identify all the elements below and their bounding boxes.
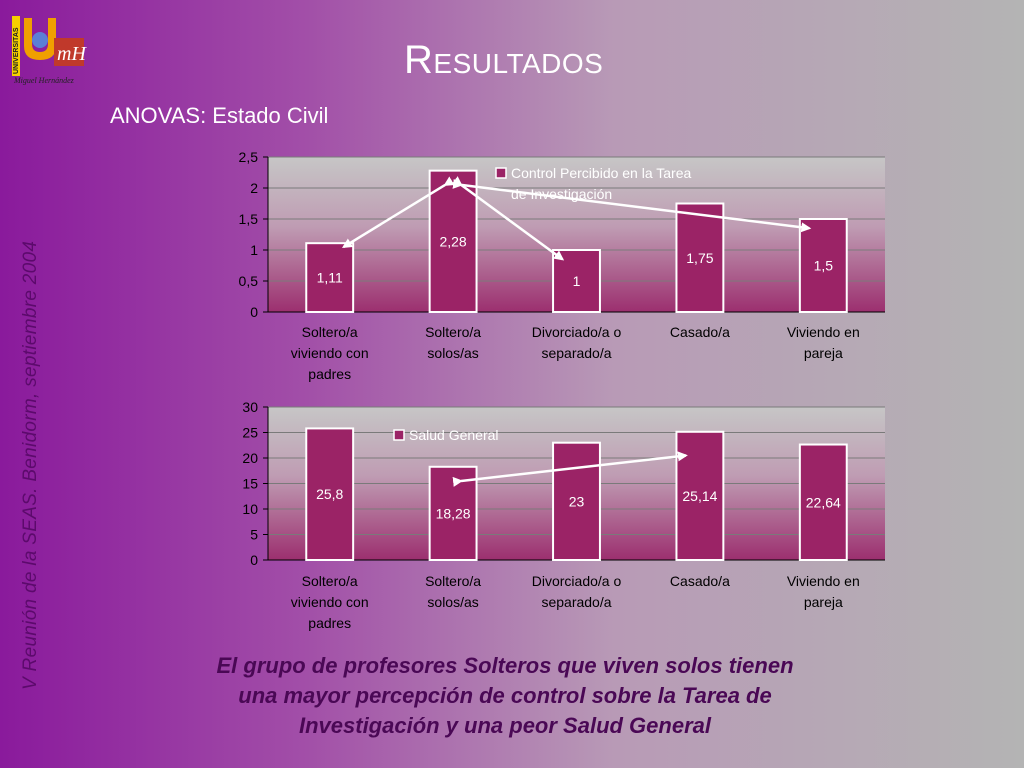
x-tick-label: Soltero/a — [425, 573, 481, 589]
y-tick-label: 5 — [250, 527, 258, 543]
chart-salud-general: 0 5 10 15 20 25 30 25,8 18,28 23 25,14 22,64 Soltero… — [242, 399, 885, 631]
data-label: 25,14 — [682, 488, 717, 504]
x-tick-label: Divorciado/a o — [532, 573, 622, 589]
bar — [552, 249, 601, 313]
data-label: 23 — [569, 493, 585, 509]
x-tick-label: Viviendo en — [787, 324, 860, 340]
x-tick-label: Soltero/a — [302, 573, 358, 589]
x-tick-label: Soltero/a — [302, 324, 358, 340]
bar — [798, 218, 848, 313]
legend-entry: Control Percibido en la Tarea — [511, 165, 692, 181]
annotation-arrow — [452, 451, 688, 487]
x-tick-label: viviendo con — [291, 345, 369, 361]
y-tick-label: 2 — [250, 180, 258, 196]
data-label: 1,5 — [814, 258, 834, 274]
y-tick-label: 1,5 — [239, 211, 259, 227]
x-tick-label: Divorciado/a o — [532, 324, 622, 340]
logo-square-icon — [54, 38, 84, 66]
bar — [305, 242, 355, 313]
logo-monogram: mH — [57, 43, 87, 65]
logo-u-icon — [24, 18, 56, 60]
conclusion-line: una mayor percepción de control sobre la… — [238, 683, 772, 708]
x-tick-label: pareja — [804, 345, 843, 361]
x-tick-label: viviendo con — [291, 594, 369, 610]
y-tick-label: 1 — [250, 242, 258, 258]
data-label: 2,28 — [439, 233, 466, 249]
y-tick-label: 0 — [250, 552, 258, 568]
data-label: 1 — [573, 273, 581, 289]
bar — [798, 443, 848, 562]
x-tick-label: padres — [308, 366, 351, 382]
x-tick-label: Soltero/a — [425, 324, 481, 340]
x-tick-label: Viviendo en — [787, 573, 860, 589]
data-label: 1,75 — [686, 250, 713, 266]
data-label: 1,11 — [317, 270, 343, 286]
x-tick-label: Casado/a — [670, 573, 730, 589]
y-tick-label: 25 — [242, 425, 258, 441]
data-label: 25,8 — [316, 486, 343, 502]
y-tick-label: 0,5 — [239, 273, 259, 289]
conclusion-text: El grupo de profesores Solteros que vive… — [210, 651, 800, 741]
conclusion-line: El grupo de profesores Solteros que vive… — [216, 653, 794, 678]
legend-swatch — [495, 167, 507, 179]
y-tick-label: 30 — [242, 399, 258, 415]
logo-caption: Miguel Hernández — [14, 76, 74, 85]
y-tick-label: 2,5 — [239, 149, 259, 165]
page-subtitle: ANOVAS: Estado Civil — [110, 103, 329, 128]
y-tick-label: 10 — [242, 501, 258, 517]
page-title: Resultados — [404, 38, 604, 82]
y-tick-label: 15 — [242, 476, 258, 492]
x-tick-label: Casado/a — [670, 324, 730, 340]
y-tick-label: 20 — [242, 450, 258, 466]
legend-entry: Salud General — [409, 427, 499, 443]
logo-globe-icon — [32, 32, 48, 48]
x-tick-label: pareja — [804, 594, 843, 610]
university-logo: UNIVERSITAS mH — [12, 16, 87, 76]
x-tick-label: solos/as — [427, 594, 478, 610]
bar — [305, 427, 355, 562]
annotation-arrow — [452, 178, 812, 233]
chart-control-percibido: 0 0,5 1 1,5 2 2,5 1,11 2,28 1 1,75 1,5 Soltero/a viv… — [239, 149, 885, 382]
x-tick-label: separado/a — [541, 594, 611, 610]
x-tick-label: separado/a — [541, 345, 611, 361]
x-tick-label: padres — [308, 615, 351, 631]
data-label: 18,28 — [436, 505, 471, 521]
data-label: 22,64 — [806, 494, 841, 510]
y-tick-label: 0 — [250, 304, 258, 320]
legend-swatch — [393, 429, 405, 441]
conclusion-line: Investigación y una peor Salud General — [298, 713, 711, 738]
logo-bar-icon — [12, 16, 20, 76]
logo-vertical-text: UNIVERSITAS — [13, 27, 20, 74]
annotation-arrow — [341, 176, 455, 248]
x-tick-label: solos/as — [427, 345, 478, 361]
